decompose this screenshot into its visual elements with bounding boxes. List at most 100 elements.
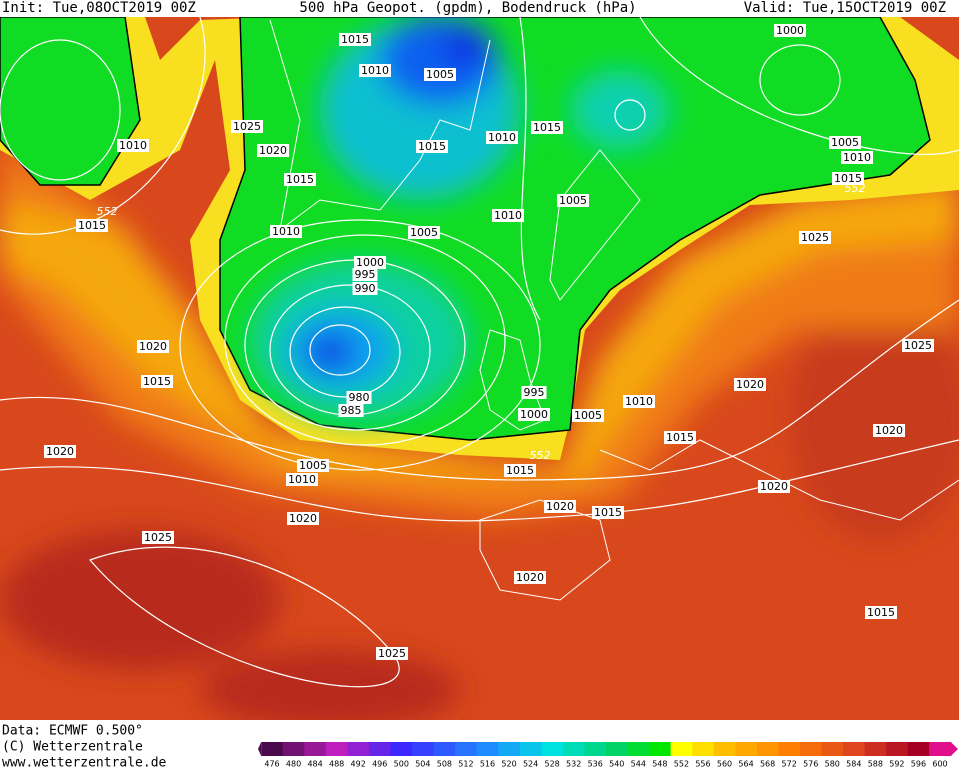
colorbar-swatch (649, 742, 672, 756)
isobar-label: 1010 (488, 131, 516, 144)
label-box (352, 268, 378, 281)
colorbar-swatch (455, 742, 478, 756)
label-box (799, 231, 831, 244)
colorbar-swatch (735, 742, 758, 756)
colorbar-tick-label: 496 (372, 760, 387, 769)
label-box (829, 136, 861, 149)
label-box (354, 256, 386, 269)
colorbar-swatch (670, 742, 693, 756)
colorbar-tick-label: 532 (566, 760, 581, 769)
colorbar-swatch (929, 742, 952, 756)
colorbar-tick-label: 548 (652, 760, 667, 769)
colorbar-swatch (261, 742, 284, 756)
colorbar-swatch (562, 742, 585, 756)
label-box (137, 340, 169, 353)
label-box (664, 431, 696, 444)
colorbar-swatch (627, 742, 650, 756)
contour-label: 552 (97, 205, 118, 218)
isobar-label: 995 (355, 268, 376, 281)
isobar-label: 1000 (356, 256, 384, 269)
label-box (758, 480, 790, 493)
coastlines (269, 19, 959, 601)
isobar-label: 980 (349, 391, 370, 404)
colorbar-arrow-left (258, 742, 262, 756)
colorbar-swatch (368, 742, 392, 756)
label-box (141, 375, 173, 388)
isobar-label: 1015 (341, 33, 369, 46)
label-box (841, 151, 873, 164)
isobar-label: 1010 (494, 209, 522, 222)
colorbar-swatch (886, 742, 909, 756)
isobar-label: 1010 (361, 64, 389, 77)
label-box (257, 144, 289, 157)
label-box (339, 33, 371, 46)
isobar-label: 1005 (299, 459, 327, 472)
isobars (0, 17, 959, 688)
label-box (592, 506, 624, 519)
isobar-label: 1020 (289, 512, 317, 525)
colorbar-swatch (304, 742, 327, 756)
colorbar-tick-label: 584 (846, 760, 861, 769)
isobar-label: 1020 (259, 144, 287, 157)
isobar-label: 1005 (426, 68, 454, 81)
isobar-label: 1015 (418, 140, 446, 153)
label-box (572, 409, 604, 422)
colorbar-tick-label: 492 (351, 760, 366, 769)
colorbar-swatch (519, 742, 542, 756)
label-box (416, 140, 448, 153)
isobar-label: 1015 (78, 219, 106, 232)
label-box (408, 226, 440, 239)
isobar-label: 1025 (233, 120, 261, 133)
label-box (287, 512, 319, 525)
label-box (492, 209, 524, 222)
label-box (873, 424, 905, 437)
field (0, 17, 959, 720)
label-box (359, 64, 391, 77)
contour-label: 552 (845, 182, 866, 195)
copyright: (C) Wetterzentrale (2, 740, 143, 755)
colorbar-tick-label: 504 (415, 760, 430, 769)
isobar-label: 1005 (831, 136, 859, 149)
label-box (734, 378, 766, 391)
green-region (0, 17, 931, 441)
url: www.wetterzentrale.de (2, 756, 167, 770)
isobar-label: 1010 (288, 473, 316, 486)
isobar-label: 1000 (776, 24, 804, 37)
colorbar-tick-label: 576 (803, 760, 818, 769)
label-box (352, 282, 378, 295)
isobar-label: 1025 (904, 339, 932, 352)
isobar-label: 1015 (834, 172, 862, 185)
data-source: Data: ECMWF 0.500° (2, 724, 143, 739)
colorbar-swatch (864, 742, 887, 756)
label-box (504, 464, 536, 477)
isobar-label: 1015 (286, 173, 314, 186)
colorbar-tick-label: 564 (738, 760, 753, 769)
label-box (623, 395, 655, 408)
title: 500 hPa Geopot. (gpdm), Bodendruck (hPa) (299, 0, 636, 16)
colorbar-tick-label: 480 (286, 760, 301, 769)
isobar-label: 1000 (520, 408, 548, 421)
label-box (270, 225, 302, 238)
colorbar-tick-label: 516 (480, 760, 495, 769)
field-shading (0, 140, 959, 720)
colorbar-swatch (476, 742, 499, 756)
colorbar-arrow-right (950, 742, 958, 756)
colorbar-tick-label: 488 (329, 760, 344, 769)
colorbar-swatch (584, 742, 607, 756)
isobar-label: 1010 (625, 395, 653, 408)
colorbar-swatch (692, 742, 715, 756)
colorbar-swatch (498, 742, 521, 756)
isobar-label: 1015 (533, 121, 561, 134)
colorbar-swatch (347, 742, 370, 756)
label-box (774, 24, 806, 37)
colorbar-tick-label: 512 (458, 760, 473, 769)
colorbar-swatch (843, 742, 866, 756)
colorbar-tick-label: 528 (544, 760, 559, 769)
isobar-label: 1010 (119, 139, 147, 152)
colorbar-tick-label: 540 (609, 760, 624, 769)
isobar-label: 1010 (272, 225, 300, 238)
label-box (486, 131, 518, 144)
colorbar-tick-label: 552 (674, 760, 689, 769)
isobar-label: 1020 (546, 500, 574, 513)
